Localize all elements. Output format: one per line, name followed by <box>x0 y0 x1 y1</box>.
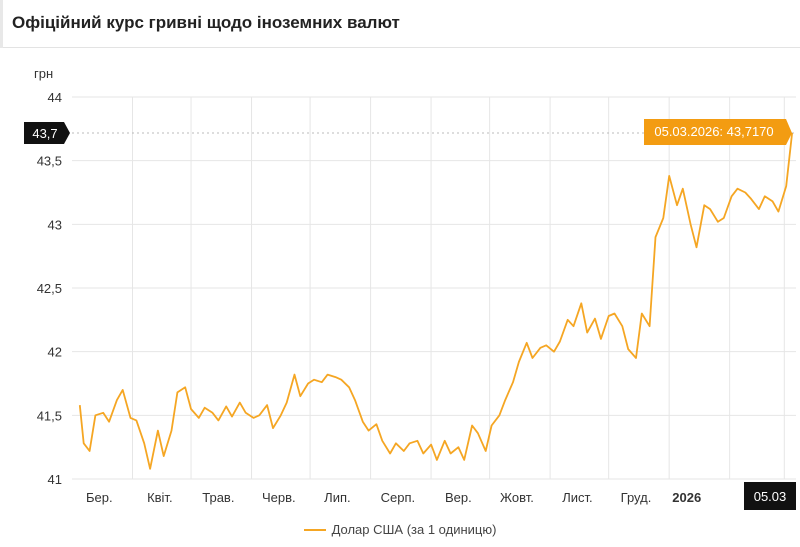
tooltip-label: 05.03.2026: 43,7170 <box>654 124 773 139</box>
x-tick-label: Черв. <box>262 490 296 505</box>
legend-label: Долар США (за 1 одиницю) <box>331 522 497 537</box>
current-x-tag: 05.03 <box>744 482 796 510</box>
current-value-tooltip: 05.03.2026: 43,7170 <box>644 119 792 146</box>
x-tick-label: Жовт. <box>500 490 534 505</box>
tooltip-background <box>644 119 792 146</box>
x-tick-label: Груд. <box>621 490 652 505</box>
x-tick-label: Трав. <box>202 490 234 505</box>
x-tick-label: Лист. <box>562 490 592 505</box>
current-x-tag-background <box>744 482 796 510</box>
chart-header: Офіційний курс гривні щодо іноземних вал… <box>0 0 800 48</box>
y-tick-label: 42,5 <box>37 281 62 296</box>
y-axis-ticks: 41 41,5 42 42,5 43 43,5 44 <box>37 90 62 487</box>
header-accent-bar <box>0 0 3 48</box>
y-tick-label: 43,5 <box>37 154 62 169</box>
x-tick-label: Лип. <box>324 490 350 505</box>
chart-title: Офіційний курс гривні щодо іноземних вал… <box>12 13 400 32</box>
y-tick-label: 41 <box>48 472 62 487</box>
x-tick-label: Вер. <box>445 490 472 505</box>
y-tick-label: 44 <box>48 90 62 105</box>
gridlines <box>72 96 796 480</box>
current-y-tag-label: 43,7 <box>32 126 57 141</box>
legend-swatch <box>303 528 326 531</box>
x-tick-label: Бер. <box>86 490 113 505</box>
current-y-tag-background <box>24 122 70 145</box>
x-tick-label: 2026 <box>672 490 701 505</box>
x-tick-label: Серп. <box>381 490 416 505</box>
y-tick-label: 43 <box>48 217 62 232</box>
current-x-tag-label: 05.03 <box>754 489 787 504</box>
legend[interactable]: Долар США (за 1 одиницю) <box>0 522 800 542</box>
current-y-tag: 43,7 <box>24 122 70 145</box>
y-axis-label: грн <box>34 66 53 81</box>
x-axis-ticks: Бер. Квіт. Трав. Черв. Лип. Серп. Вер. Жовт. Лис… <box>86 490 701 505</box>
x-tick-label: Квіт. <box>147 490 173 505</box>
series-line-usd[interactable] <box>78 132 793 470</box>
rate-chart[interactable]: грн 41 41,5 42 42,5 43 43,5 44 Бер. Квіт. Трав. Ч… <box>0 48 800 518</box>
y-tick-label: 42 <box>48 345 62 360</box>
y-tick-label: 41,5 <box>37 408 62 423</box>
